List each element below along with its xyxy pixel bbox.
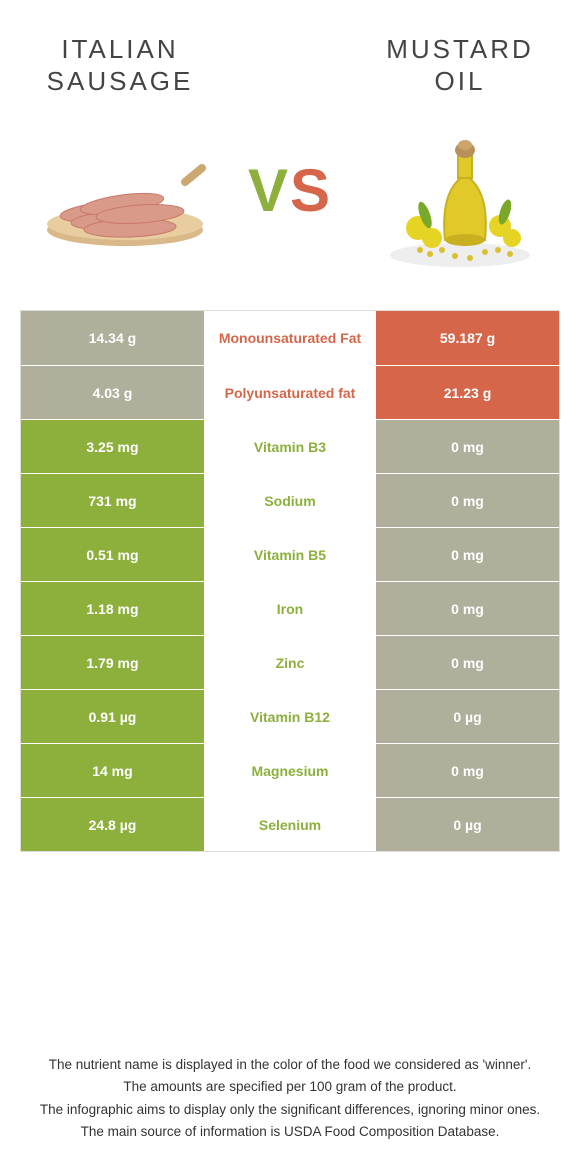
nutrient-name: Selenium [204, 798, 376, 851]
table-row: 731 mgSodium0 mg [21, 473, 559, 527]
footer-line: The infographic aims to display only the… [20, 1100, 560, 1120]
left-value: 731 mg [21, 474, 204, 527]
nutrient-name: Zinc [204, 636, 376, 689]
table-row: 24.8 µgSelenium0 µg [21, 797, 559, 851]
right-value: 0 mg [376, 636, 559, 689]
nutrient-name: Vitamin B12 [204, 690, 376, 743]
nutrient-name: Vitamin B5 [204, 528, 376, 581]
left-value: 4.03 g [21, 366, 204, 419]
table-row: 4.03 gPolyunsaturated fat21.23 g [21, 365, 559, 419]
footer-notes: The nutrient name is displayed in the co… [20, 1055, 560, 1144]
right-value: 0 mg [376, 744, 559, 797]
footer-line: The nutrient name is displayed in the co… [20, 1055, 560, 1075]
left-value: 14.34 g [21, 311, 204, 365]
right-value: 0 µg [376, 798, 559, 851]
nutrient-name: Vitamin B3 [204, 420, 376, 473]
food-left-image [30, 120, 210, 270]
table-row: 1.18 mgIron0 mg [21, 581, 559, 635]
vs-label: VS [248, 156, 332, 225]
right-value: 0 µg [376, 690, 559, 743]
left-value: 0.91 µg [21, 690, 204, 743]
table-row: 0.91 µgVitamin B120 µg [21, 689, 559, 743]
left-value: 14 mg [21, 744, 204, 797]
table-row: 14.34 gMonounsaturated Fat59.187 g [21, 311, 559, 365]
nutrient-name: Monounsaturated Fat [204, 311, 376, 365]
table-row: 1.79 mgZinc0 mg [21, 635, 559, 689]
right-value: 0 mg [376, 420, 559, 473]
nutrient-name: Iron [204, 582, 376, 635]
table-row: 14 mgMagnesium0 mg [21, 743, 559, 797]
right-value: 0 mg [376, 528, 559, 581]
nutrient-table: 14.34 gMonounsaturated Fat59.187 g4.03 g… [20, 310, 560, 852]
right-value: 0 mg [376, 582, 559, 635]
left-value: 1.79 mg [21, 636, 204, 689]
nutrient-name: Sodium [204, 474, 376, 527]
food-right-title: MUSTARD OIL [360, 30, 560, 100]
table-row: 0.51 mgVitamin B50 mg [21, 527, 559, 581]
right-value: 59.187 g [376, 311, 559, 365]
footer-line: The amounts are specified per 100 gram o… [20, 1077, 560, 1097]
food-right-image [370, 120, 550, 270]
vs-s: S [290, 156, 332, 225]
comparison-header: ITALIAN SAUSAGE VS MUSTARD OIL [0, 0, 580, 280]
food-left-title: ITALIAN SAUSAGE [20, 30, 220, 100]
vs-v: V [248, 156, 290, 225]
left-value: 0.51 mg [21, 528, 204, 581]
table-row: 3.25 mgVitamin B30 mg [21, 419, 559, 473]
left-value: 24.8 µg [21, 798, 204, 851]
footer-line: The main source of information is USDA F… [20, 1122, 560, 1142]
right-value: 21.23 g [376, 366, 559, 419]
nutrient-name: Magnesium [204, 744, 376, 797]
food-right-block: MUSTARD OIL [360, 30, 560, 270]
food-left-block: ITALIAN SAUSAGE [20, 30, 220, 270]
left-value: 1.18 mg [21, 582, 204, 635]
right-value: 0 mg [376, 474, 559, 527]
left-value: 3.25 mg [21, 420, 204, 473]
nutrient-name: Polyunsaturated fat [204, 366, 376, 419]
